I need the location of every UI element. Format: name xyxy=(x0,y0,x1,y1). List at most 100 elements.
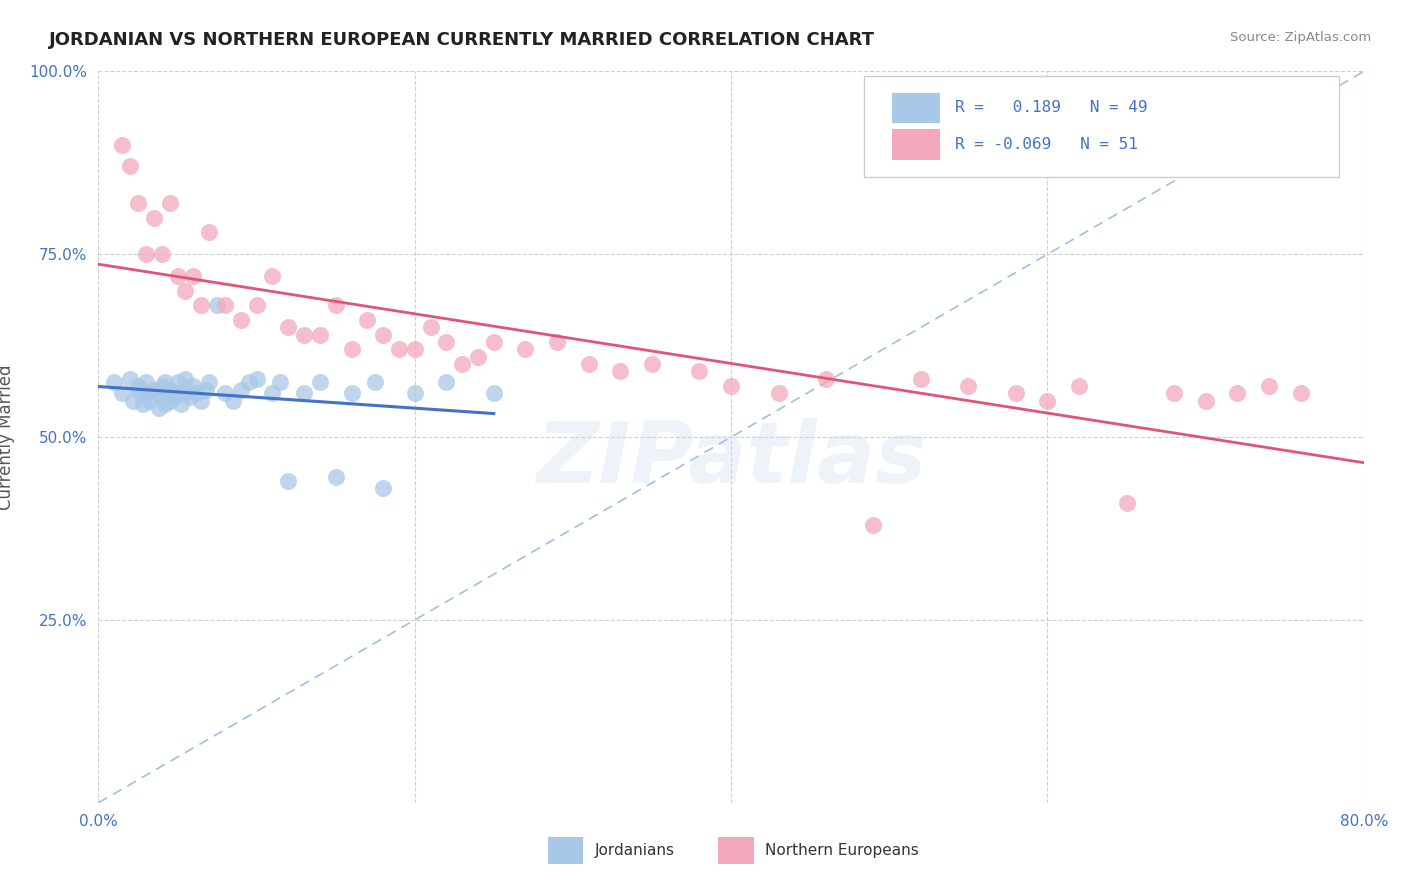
Point xyxy=(153,376,176,390)
Point xyxy=(609,364,631,378)
Point xyxy=(957,379,980,393)
Point xyxy=(214,298,236,312)
Point xyxy=(183,379,205,393)
Point xyxy=(910,371,932,385)
Bar xyxy=(718,838,754,863)
Text: JORDANIAN VS NORTHERN EUROPEAN CURRENTLY MARRIED CORRELATION CHART: JORDANIAN VS NORTHERN EUROPEAN CURRENTLY… xyxy=(49,31,875,49)
Point xyxy=(292,327,315,342)
Point xyxy=(309,327,332,342)
Point xyxy=(142,211,165,225)
Point xyxy=(262,269,284,284)
Point xyxy=(436,334,458,349)
Point xyxy=(388,343,411,357)
Point xyxy=(159,393,181,408)
Point xyxy=(194,383,218,397)
Point xyxy=(371,327,394,342)
Point xyxy=(1067,379,1090,393)
Text: Northern Europeans: Northern Europeans xyxy=(765,843,920,858)
Point xyxy=(277,320,299,334)
Point xyxy=(120,160,141,174)
Bar xyxy=(547,838,583,863)
Point xyxy=(229,313,252,327)
Point xyxy=(364,376,387,390)
Point xyxy=(862,517,884,532)
Point xyxy=(578,357,600,371)
Point xyxy=(186,386,208,401)
Bar xyxy=(891,129,939,160)
Point xyxy=(127,383,149,397)
Point xyxy=(325,470,347,484)
Point xyxy=(103,376,125,390)
Point xyxy=(482,334,505,349)
Point xyxy=(467,350,489,364)
Point xyxy=(309,376,332,390)
Point xyxy=(404,343,426,357)
Point xyxy=(150,247,173,261)
Point xyxy=(183,269,205,284)
Point xyxy=(148,401,170,415)
Point xyxy=(120,371,141,385)
Point xyxy=(1289,386,1312,401)
Point xyxy=(111,386,134,401)
Point xyxy=(246,371,269,385)
Point xyxy=(436,376,458,390)
Point xyxy=(159,196,181,211)
Point xyxy=(238,376,260,390)
Bar xyxy=(891,93,939,123)
Point xyxy=(135,376,157,390)
Point xyxy=(404,386,426,401)
Y-axis label: Currently Married: Currently Married xyxy=(0,364,15,510)
Point xyxy=(166,386,188,401)
Text: R =   0.189   N = 49: R = 0.189 N = 49 xyxy=(955,100,1147,115)
Point xyxy=(190,298,212,312)
Point xyxy=(135,247,157,261)
Point xyxy=(1226,386,1249,401)
Point xyxy=(1194,393,1216,408)
Text: R = -0.069   N = 51: R = -0.069 N = 51 xyxy=(955,137,1137,152)
Point xyxy=(269,376,291,390)
Point xyxy=(768,386,790,401)
Point xyxy=(277,474,299,488)
Point xyxy=(190,393,212,408)
Point xyxy=(688,364,710,378)
Point xyxy=(127,196,149,211)
Point xyxy=(132,397,155,411)
Point xyxy=(292,386,315,401)
Point xyxy=(371,481,394,495)
Text: Jordanians: Jordanians xyxy=(595,843,675,858)
Point xyxy=(419,320,441,334)
Point xyxy=(198,376,221,390)
Point xyxy=(229,383,252,397)
Point xyxy=(150,390,173,404)
Point xyxy=(1036,393,1059,408)
Point xyxy=(720,379,742,393)
Point xyxy=(174,386,197,401)
Point xyxy=(111,137,134,152)
Point xyxy=(142,383,165,397)
Point xyxy=(122,393,145,408)
Point xyxy=(150,379,173,393)
Point xyxy=(356,313,378,327)
Point xyxy=(246,298,269,312)
Point xyxy=(222,393,245,408)
FancyBboxPatch shape xyxy=(863,77,1339,178)
Point xyxy=(482,386,505,401)
Point xyxy=(163,390,186,404)
Point xyxy=(340,386,363,401)
Point xyxy=(641,357,664,371)
Point xyxy=(515,343,537,357)
Point xyxy=(138,393,160,408)
Point xyxy=(142,386,165,401)
Point xyxy=(127,379,149,393)
Point xyxy=(1004,386,1026,401)
Point xyxy=(135,386,157,401)
Point xyxy=(1257,379,1279,393)
Point xyxy=(174,371,197,385)
Point xyxy=(214,386,236,401)
Point xyxy=(814,371,837,385)
Point xyxy=(198,225,221,239)
Point xyxy=(159,383,181,397)
Point xyxy=(205,298,228,312)
Point xyxy=(1163,386,1185,401)
Text: ZIPatlas: ZIPatlas xyxy=(536,417,927,500)
